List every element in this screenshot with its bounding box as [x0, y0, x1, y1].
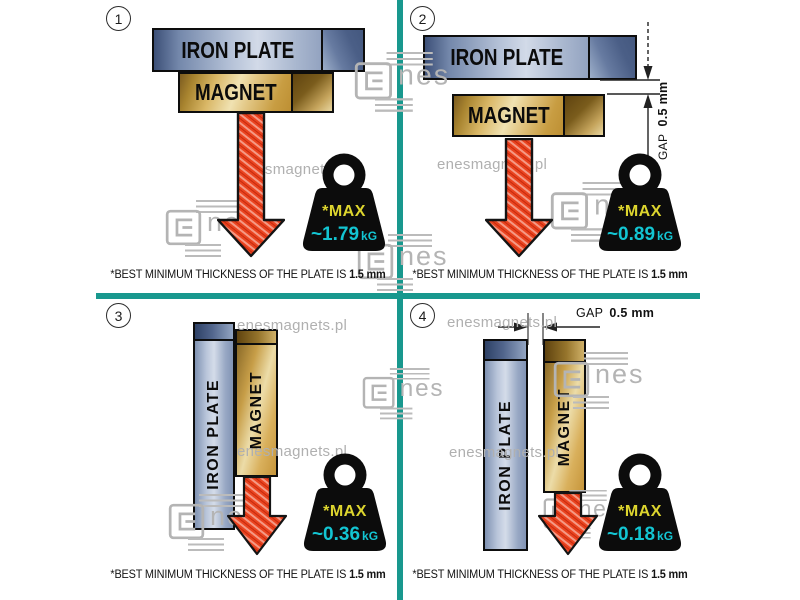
max-unit: kG — [657, 229, 674, 243]
weight-icon: *MAX ~0.18 kG — [592, 452, 688, 556]
magnet-label: MAGNET — [194, 79, 277, 105]
max-label: *MAX — [618, 503, 662, 520]
magnet-end-cap — [291, 74, 332, 111]
magnet-label: MAGNET — [467, 102, 550, 128]
max-label: *MAX — [322, 203, 366, 220]
max-label: *MAX — [618, 203, 662, 220]
max-value: ~1.79 — [310, 224, 360, 245]
max-unit: kG — [362, 529, 379, 543]
max-label: *MAX — [323, 503, 367, 520]
weight-icon: *MAX ~0.36 kG — [297, 452, 393, 556]
panel-4-caption: *BEST MINIMUM THICKNESS OF THE PLATE IS 1… — [412, 569, 688, 581]
iron-plate-end-cap — [195, 324, 233, 341]
divider-vertical — [397, 0, 403, 600]
pull-force-arrow — [485, 138, 553, 258]
enes-logo-watermark: nes — [354, 52, 451, 112]
panel-4-badge: 4 — [410, 303, 435, 328]
watermark-site-text: enesmagnets.pl — [447, 314, 558, 331]
max-value: ~0.18 — [606, 524, 656, 545]
magnet-bar: MAGNET — [452, 94, 605, 137]
iron-plate-bar: IRON PLATE — [423, 35, 637, 80]
panel-1-caption: *BEST MINIMUM THICKNESS OF THE PLATE IS 1… — [110, 269, 386, 281]
gap-label: GAP 0.5 mm — [656, 81, 670, 160]
panel-3-badge: 3 — [106, 303, 131, 328]
max-unit: kG — [657, 529, 674, 543]
panel-1-badge: 1 — [106, 6, 131, 31]
gap-dimension-lines — [600, 22, 660, 160]
divider-horizontal — [96, 293, 700, 299]
max-value: ~0.36 — [311, 524, 361, 545]
iron-plate-bar: IRON PLATE — [483, 339, 528, 551]
max-unit: kG — [361, 229, 378, 243]
max-value: ~0.89 — [606, 224, 656, 245]
weight-icon: *MAX ~1.79 kG — [296, 152, 392, 256]
panel-2-badge: 2 — [410, 6, 435, 31]
enes-logo-watermark: nes — [362, 368, 445, 420]
magnet-end-cap — [563, 96, 603, 135]
magnet-bar: MAGNET — [543, 339, 586, 493]
iron-plate-end-cap — [588, 37, 635, 78]
magnet-bar: MAGNET — [178, 72, 334, 113]
watermark-site-text: enesmagnets.pl — [449, 444, 560, 461]
gap-label: GAP 0.5 mm — [576, 306, 655, 320]
pull-force-arrow — [227, 476, 287, 556]
enes-logo-watermark: nes — [357, 234, 449, 291]
iron-plate-end-cap — [321, 30, 363, 70]
iron-plate-end-cap — [485, 341, 526, 361]
magnet-end-cap — [237, 331, 276, 345]
pull-force-arrow — [538, 492, 598, 556]
watermark-site-text: enesmagnets.pl — [237, 443, 348, 460]
iron-plate-label: IRON PLATE — [450, 44, 563, 70]
weight-icon: *MAX ~0.89 kG — [592, 152, 688, 256]
panel-3-caption: *BEST MINIMUM THICKNESS OF THE PLATE IS 1… — [110, 569, 386, 581]
iron-plate-bar: IRON PLATE — [152, 28, 365, 72]
magnet-bar: MAGNET — [235, 329, 278, 477]
watermark-site-text: enesmagnets.pl — [237, 317, 348, 334]
magnet-label: MAGNET — [247, 370, 265, 450]
panel-2-caption: *BEST MINIMUM THICKNESS OF THE PLATE IS 1… — [412, 269, 688, 281]
iron-plate-label: IRON PLATE — [181, 36, 294, 63]
watermark-site-text: enesmagnets.pl — [239, 161, 350, 178]
iron-plate-label: IRON PLATE — [205, 379, 222, 490]
gap-dimension-lines — [498, 313, 600, 345]
pull-force-arrow — [217, 112, 285, 258]
enes-logo-watermark: nes — [553, 352, 645, 409]
